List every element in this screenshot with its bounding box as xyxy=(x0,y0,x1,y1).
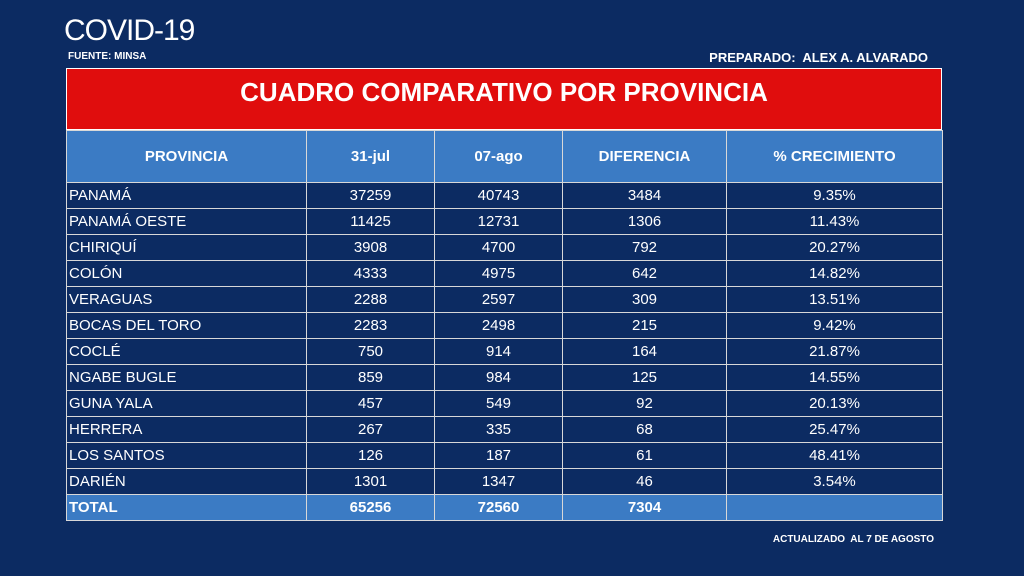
table-cell: 2288 xyxy=(306,286,435,313)
table-cell: 3908 xyxy=(306,234,435,261)
page-title: COVID-19 xyxy=(64,14,195,47)
table-cell: 859 xyxy=(306,364,435,391)
table-cell: 11425 xyxy=(306,208,435,235)
table-cell: NGABE BUGLE xyxy=(66,364,307,391)
table-cell: 4975 xyxy=(434,260,563,287)
table-cell: 61 xyxy=(562,442,727,469)
table-row: DARIÉN 1301 1347 46 3.54% xyxy=(66,468,943,495)
table-cell: 72560 xyxy=(434,494,563,521)
table-cell: 457 xyxy=(306,390,435,417)
table-cell: 267 xyxy=(306,416,435,443)
table-cell: 48.41% xyxy=(726,442,943,469)
table-cell: 21.87% xyxy=(726,338,943,365)
table-cell: GUNA YALA xyxy=(66,390,307,417)
table-cell: 984 xyxy=(434,364,563,391)
table-cell: 215 xyxy=(562,312,727,339)
table-cell: 3.54% xyxy=(726,468,943,495)
table-cell: 65256 xyxy=(306,494,435,521)
table-cell: 750 xyxy=(306,338,435,365)
table-cell: 7304 xyxy=(562,494,727,521)
table-cell: PANAMÁ xyxy=(66,182,307,209)
table-cell: 4333 xyxy=(306,260,435,287)
table-cell: 12731 xyxy=(434,208,563,235)
table-cell: CHIRIQUÍ xyxy=(66,234,307,261)
table-row: COCLÉ 750 914 164 21.87% xyxy=(66,338,943,365)
table-cell: 13.51% xyxy=(726,286,943,313)
table-row: HERRERA 267 335 68 25.47% xyxy=(66,416,943,443)
table-row: BOCAS DEL TORO 2283 2498 215 9.42% xyxy=(66,312,943,339)
table-cell: 125 xyxy=(562,364,727,391)
table-cell: 9.42% xyxy=(726,312,943,339)
table-cell: 14.55% xyxy=(726,364,943,391)
column-header: DIFERENCIA xyxy=(562,130,727,183)
table-cell: 25.47% xyxy=(726,416,943,443)
table-cell: 2283 xyxy=(306,312,435,339)
total-row: TOTAL 65256 72560 7304 xyxy=(66,494,943,521)
table-row: LOS SANTOS 126 187 61 48.41% xyxy=(66,442,943,469)
table-cell: 68 xyxy=(562,416,727,443)
table-row: CHIRIQUÍ 3908 4700 792 20.27% xyxy=(66,234,943,261)
table-cell: TOTAL xyxy=(66,494,307,521)
source: FUENTE: MINSA xyxy=(68,51,147,62)
table-cell: 126 xyxy=(306,442,435,469)
table-cell: 11.43% xyxy=(726,208,943,235)
table: PROVINCIA 31-jul 07-ago DIFERENCIA% CRECIMI… xyxy=(66,130,943,521)
header-row: PROVINCIA 31-jul 07-ago DIFERENCIA% CRECIMI… xyxy=(66,130,943,183)
table-cell: COCLÉ xyxy=(66,338,307,365)
table-cell: 37259 xyxy=(306,182,435,209)
table-cell: 792 xyxy=(562,234,727,261)
table-cell: 46 xyxy=(562,468,727,495)
table-cell: 20.27% xyxy=(726,234,943,261)
table-row: VERAGUAS 2288 2597 309 13.51% xyxy=(66,286,943,313)
table-cell: 549 xyxy=(434,390,563,417)
table-cell: 40743 xyxy=(434,182,563,209)
table-row: COLÓN 4333 4975 642 14.82% xyxy=(66,260,943,287)
table-row: PANAMÁ 37259 40743 3484 9.35% xyxy=(66,182,943,209)
table-cell: 914 xyxy=(434,338,563,365)
column-header: 07-ago xyxy=(434,130,563,183)
table-cell: 2498 xyxy=(434,312,563,339)
table-cell: 642 xyxy=(562,260,727,287)
table-row: NGABE BUGLE 859 984 125 14.55% xyxy=(66,364,943,391)
table-cell: COLÓN xyxy=(66,260,307,287)
table-cell: HERRERA xyxy=(66,416,307,443)
table-cell: 2597 xyxy=(434,286,563,313)
table-cell: 164 xyxy=(562,338,727,365)
table-cell xyxy=(726,494,943,521)
table-cell: 20.13% xyxy=(726,390,943,417)
table-cell: 4700 xyxy=(434,234,563,261)
table-cell: 3484 xyxy=(562,182,727,209)
table-cell: 187 xyxy=(434,442,563,469)
table-cell: 14.82% xyxy=(726,260,943,287)
table-cell: 335 xyxy=(434,416,563,443)
table-cell: BOCAS DEL TORO xyxy=(66,312,307,339)
table-row: PANAMÁ OESTE 11425 12731 1306 11.43% xyxy=(66,208,943,235)
table-cell: 1306 xyxy=(562,208,727,235)
table-body: PROVINCIA 31-jul 07-ago DIFERENCIA% CRECIMI… xyxy=(66,130,943,521)
column-header: 31-jul xyxy=(306,130,435,183)
column-header: PROVINCIA xyxy=(66,130,307,183)
table-cell: 9.35% xyxy=(726,182,943,209)
column-header: % CRECIMIENTO xyxy=(726,130,943,183)
prepared-by: PREPARADO: ALEX A. ALVARADO xyxy=(709,50,928,65)
table-cell: VERAGUAS xyxy=(66,286,307,313)
table-cell: 92 xyxy=(562,390,727,417)
table-cell: 1347 xyxy=(434,468,563,495)
table-title: CUADRO COMPARATIVO POR PROVINCIA xyxy=(66,68,942,130)
table-cell: 1301 xyxy=(306,468,435,495)
table-cell: LOS SANTOS xyxy=(66,442,307,469)
table-cell: PANAMÁ OESTE xyxy=(66,208,307,235)
table-cell: 309 xyxy=(562,286,727,313)
table-row: GUNA YALA 457 549 92 20.13% xyxy=(66,390,943,417)
table-cell: DARIÉN xyxy=(66,468,307,495)
footer-note: ACTUALIZADO AL 7 DE AGOSTO xyxy=(772,534,934,545)
